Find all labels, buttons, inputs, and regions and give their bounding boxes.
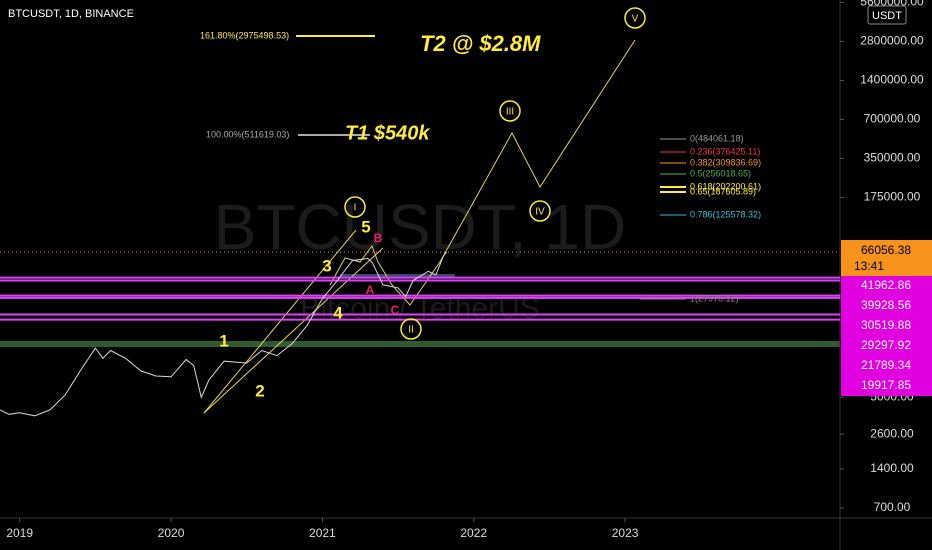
level-label: 39928.56	[861, 298, 911, 312]
last-price-box	[841, 240, 932, 276]
fib-label: 0.236(376425.11)	[690, 146, 760, 156]
y-tick-label: 1400.00	[870, 461, 914, 475]
y-tick-label: 700.00	[874, 500, 911, 514]
level-box	[841, 276, 932, 296]
fib-label: 0.65(187605.89)	[690, 186, 756, 196]
wave-circle	[624, 7, 646, 29]
fib-label: 1(27976.12)	[690, 293, 739, 303]
x-tick-label: 2023	[612, 526, 639, 540]
wave-label: 4	[333, 303, 343, 322]
currency-box	[867, 5, 907, 25]
wave-label: IV	[535, 207, 545, 218]
wave-line	[329, 244, 379, 286]
wave-label: 3	[322, 256, 331, 275]
y-tick-label: 2800000.00	[860, 34, 924, 48]
fib-label: 0.382(309836.69)	[690, 157, 761, 167]
level-label: 30519.88	[861, 318, 911, 332]
channel-line	[203, 247, 384, 414]
target-label: T1 $540k	[345, 122, 430, 144]
wave-circle	[400, 318, 422, 340]
y-tick-label: 2600.00	[870, 426, 914, 440]
wave-circle	[529, 200, 551, 222]
wave-label: 1	[219, 331, 228, 350]
price-line	[0, 251, 447, 417]
x-tick-label: 2020	[158, 526, 185, 540]
level-label: 29297.92	[861, 338, 911, 352]
wave-label: A	[366, 283, 375, 297]
watermark: BTCUSDT, 1D	[214, 191, 627, 263]
countdown: 13:41	[854, 259, 884, 273]
x-tick-label: 2022	[460, 526, 487, 540]
channel-line	[203, 229, 357, 414]
level-box	[841, 316, 932, 336]
y-tick-label: 175000.00	[864, 190, 921, 204]
fib-label: 0.5(256018.65)	[690, 168, 751, 178]
wave-drawing	[203, 39, 636, 414]
extension-label: 100.00%(511619.03)	[206, 129, 289, 139]
currency: USDT	[872, 10, 902, 22]
wave-label: B	[374, 231, 383, 245]
extension-label: 161.80%(2975498.53)	[200, 30, 289, 40]
level-box	[841, 356, 932, 376]
fib-label: 0.786(125578.32)	[690, 209, 761, 219]
wave-circle	[499, 100, 521, 122]
y-tick-label: 700000.00	[864, 112, 921, 126]
x-tick-label: 2019	[6, 526, 33, 540]
support-band	[0, 341, 840, 347]
level-label: 21789.34	[861, 358, 911, 372]
level-label: 19917.85	[861, 378, 911, 392]
wave-label: III	[506, 107, 514, 118]
level-label: 41962.86	[861, 278, 911, 292]
level-box	[841, 296, 932, 316]
wave-label: C	[391, 303, 400, 317]
wave-label: 2	[255, 381, 264, 400]
fib-label: 0.618(202200.61)	[690, 181, 761, 191]
y-tick-label: 350000.00	[864, 151, 921, 165]
fib-label: 0(484061.18)	[690, 133, 744, 143]
wave-label: V	[632, 14, 639, 25]
last-price-label: 66056.38	[861, 243, 911, 257]
y-tick-label: 5600000.00	[860, 0, 924, 9]
wave-label: I	[354, 203, 357, 214]
zone	[340, 274, 455, 278]
chart-title: BTCUSDT, 1D, BINANCE	[8, 8, 134, 20]
y-tick-label: 1400000.00	[860, 73, 924, 87]
level-box	[841, 336, 932, 356]
wave-label: II	[408, 325, 414, 336]
wave-label: 5	[361, 217, 370, 236]
target-label: T2 @ $2.8M	[420, 31, 541, 56]
level-box	[841, 376, 932, 396]
projection-line	[377, 39, 636, 306]
x-tick-label: 2021	[309, 526, 336, 540]
wave-circle	[344, 196, 366, 218]
